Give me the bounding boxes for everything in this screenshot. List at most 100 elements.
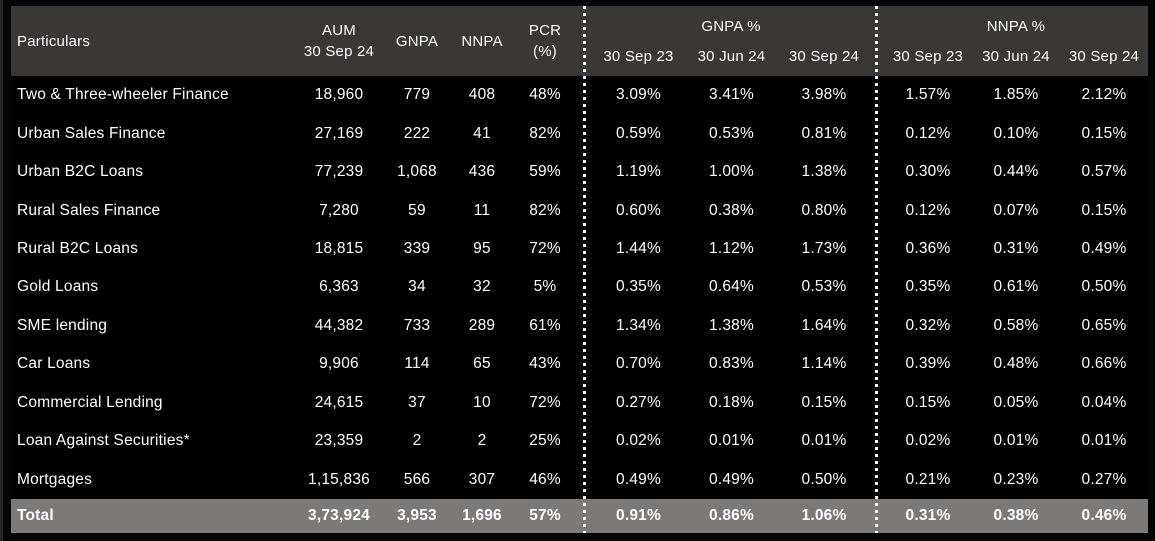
row-gnpa-pct-3: 1.38%	[801, 163, 847, 181]
row-gnpa-pct-2: 0.38%	[709, 201, 754, 219]
row-pcr: 48%	[529, 86, 561, 104]
row-gnpa-pct-3: 0.53%	[801, 278, 847, 296]
row-gnpa: 59	[408, 201, 426, 219]
row-nnpa-pct-1: 0.15%	[905, 393, 951, 411]
row-gnpa: 733	[403, 316, 431, 334]
table-row: Car Loans 9,906 114 65 43% 0.70% 0.83% 1.14% 0.3…	[11, 345, 1148, 383]
total-label: Total	[17, 507, 54, 524]
row-nnpa-pct-1: 0.12%	[905, 124, 951, 142]
row-pcr: 72%	[529, 393, 561, 411]
row-gnpa-pct-3: 0.01%	[801, 432, 847, 450]
row-gnpa: 2	[412, 432, 422, 450]
row-gnpa: 779	[403, 86, 431, 104]
row-nnpa-pct-2: 0.31%	[993, 240, 1039, 258]
row-aum: 27,169	[314, 124, 364, 142]
row-nnpa-pct-1: 1.57%	[905, 86, 951, 104]
total-gnpa: 3,953	[397, 507, 437, 524]
row-nnpa-pct-3: 0.15%	[1081, 124, 1127, 142]
row-gnpa-pct-2: 1.38%	[709, 316, 754, 334]
row-pcr: 25%	[529, 432, 561, 450]
row-aum: 9,906	[319, 355, 359, 373]
row-aum: 23,359	[314, 432, 364, 450]
row-aum: 7,280	[319, 201, 359, 219]
col-header-aum-line1: AUM	[322, 22, 356, 39]
table-row: Gold Loans 6,363 34 32 5% 0.35% 0.64% 0.53% 0.35…	[11, 268, 1148, 306]
row-gnpa-pct-1: 0.35%	[616, 278, 661, 296]
row-gnpa-pct-2: 3.41%	[709, 86, 754, 104]
row-pcr: 61%	[529, 316, 561, 334]
row-gnpa: 566	[403, 470, 431, 488]
row-nnpa-pct-2: 0.44%	[993, 163, 1039, 181]
total-pcr: 57%	[529, 507, 561, 524]
table-row: Commercial Lending 24,615 37 10 72% 0.27% 0.18…	[11, 384, 1148, 422]
row-nnpa-pct-3: 0.50%	[1081, 278, 1127, 296]
row-nnpa-pct-2: 0.23%	[993, 470, 1039, 488]
row-gnpa-pct-1: 0.02%	[616, 432, 661, 450]
row-gnpa-pct-1: 0.59%	[616, 124, 661, 142]
row-nnpa-pct-1: 0.12%	[905, 201, 951, 219]
row-particulars: Urban Sales Finance	[17, 124, 166, 142]
table-row: SME lending 44,382 733 289 61% 1.34% 1.38% 1.64…	[11, 307, 1148, 345]
row-pcr: 5%	[533, 278, 557, 296]
row-gnpa-pct-3: 0.50%	[801, 470, 847, 488]
col-header-gnpa: GNPA	[382, 6, 452, 76]
row-particulars: Mortgages	[17, 470, 93, 488]
row-gnpa-pct-1: 0.49%	[616, 470, 661, 488]
col-header-particulars: Particulars	[17, 32, 91, 50]
row-particulars: Commercial Lending	[17, 393, 163, 411]
row-nnpa-pct-2: 1.85%	[993, 86, 1039, 104]
row-nnpa-pct-1: 0.21%	[905, 470, 951, 488]
row-nnpa-pct-3: 0.04%	[1081, 393, 1127, 411]
row-gnpa-pct-2: 0.49%	[709, 470, 754, 488]
total-nnpa-pct-1: 0.31%	[905, 507, 951, 524]
row-gnpa-pct-3: 0.15%	[801, 393, 847, 411]
row-gnpa-pct-3: 0.81%	[801, 124, 847, 142]
row-nnpa-pct-1: 0.35%	[905, 278, 951, 296]
row-nnpa-pct-3: 0.01%	[1081, 432, 1127, 450]
row-aum: 1,15,836	[308, 470, 370, 488]
col-header-pcr-line2: (%)	[533, 43, 557, 60]
row-gnpa-pct-2: 1.12%	[709, 240, 754, 258]
row-gnpa-pct-1: 1.19%	[616, 163, 661, 181]
col-header-aum: AUM 30 Sep 24	[296, 6, 382, 76]
row-particulars: Gold Loans	[17, 278, 99, 296]
row-nnpa-pct-3: 0.57%	[1081, 163, 1127, 181]
row-nnpa-pct-2: 0.58%	[993, 316, 1039, 334]
row-gnpa-pct-1: 0.27%	[616, 393, 661, 411]
row-nnpa-pct-2: 0.01%	[993, 432, 1039, 450]
row-nnpa-pct-2: 0.48%	[993, 355, 1039, 373]
row-nnpa-pct-3: 0.15%	[1081, 201, 1127, 219]
col-header-aum-line2: 30 Sep 24	[303, 43, 375, 60]
row-gnpa: 222	[403, 124, 431, 142]
col-header-pcr-line1: PCR	[528, 22, 562, 39]
col-header-pcr: PCR (%)	[512, 6, 578, 76]
col-header-nnpa-label: NNPA	[461, 32, 503, 50]
row-gnpa: 339	[403, 240, 431, 258]
row-nnpa-pct-3: 0.27%	[1081, 470, 1127, 488]
row-particulars: Urban B2C Loans	[17, 163, 144, 181]
row-gnpa-pct-1: 1.34%	[616, 316, 661, 334]
col-header-gnpa-pct-period-3: 30 Sep 24	[788, 48, 860, 65]
row-pcr: 72%	[529, 240, 561, 258]
col-group-header-nnpa-pct: NNPA %	[986, 18, 1046, 35]
row-gnpa-pct-1: 3.09%	[616, 86, 661, 104]
row-gnpa-pct-2: 1.00%	[709, 163, 754, 181]
row-gnpa-pct-3: 1.73%	[801, 240, 847, 258]
row-nnpa-pct-2: 0.07%	[993, 201, 1039, 219]
table-row: Loan Against Securities* 23,359 2 2 25% 0.02%…	[11, 422, 1148, 460]
row-gnpa: 37	[408, 393, 426, 411]
row-aum: 44,382	[314, 316, 364, 334]
row-gnpa: 34	[408, 278, 426, 296]
row-nnpa: 408	[468, 86, 496, 104]
row-nnpa: 2	[477, 432, 487, 450]
row-aum: 77,239	[314, 163, 364, 181]
row-nnpa-pct-3: 0.49%	[1081, 240, 1127, 258]
row-gnpa-pct-2: 0.64%	[709, 278, 754, 296]
row-pcr: 82%	[529, 124, 561, 142]
row-nnpa: 95	[473, 240, 491, 258]
col-header-gnpa-label: GNPA	[395, 32, 439, 50]
row-gnpa-pct-2: 0.18%	[709, 393, 754, 411]
row-nnpa: 65	[473, 355, 491, 373]
col-group-header-gnpa-pct: GNPA %	[701, 18, 761, 35]
total-aum: 3,73,924	[308, 507, 370, 524]
